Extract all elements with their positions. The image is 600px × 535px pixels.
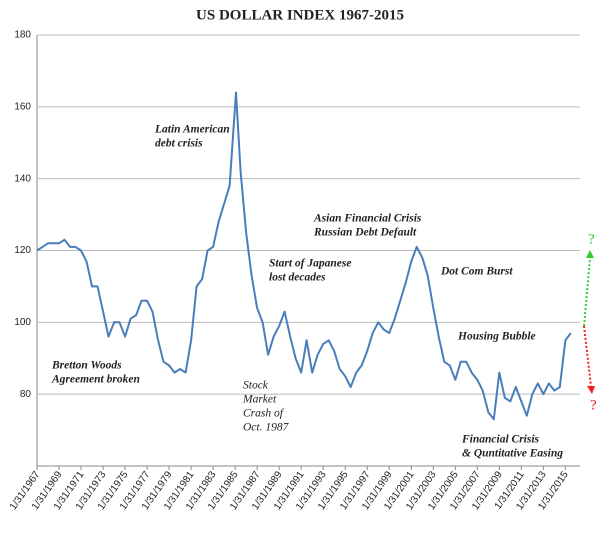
- annotation: Stock: [243, 380, 269, 392]
- annotation: Oct. 1987: [243, 422, 290, 434]
- annotation: Start of Japanese: [269, 258, 351, 270]
- annotation: Crash of: [243, 408, 285, 420]
- annotation: Latin American: [154, 124, 230, 136]
- annotation: debt crisis: [155, 138, 203, 150]
- annotation: ?: [588, 231, 595, 247]
- annotation: ?: [590, 397, 597, 413]
- annotation: & Quntitative Easing: [462, 448, 563, 460]
- annotation: lost decades: [269, 272, 326, 284]
- annotation: Russian Debt Default: [313, 227, 417, 239]
- data-line: [36, 91, 572, 421]
- up-arrowhead: [586, 250, 594, 258]
- annotation: Agreement broken: [51, 374, 140, 386]
- chart-title: US DOLLAR INDEX 1967-2015: [196, 7, 404, 23]
- annotation: Market: [242, 394, 277, 406]
- annotation: Asian Financial Crisis: [313, 213, 422, 225]
- y-tick-label: 120: [14, 245, 31, 256]
- up-arrow: [583, 257, 591, 327]
- annotation: Dot Com Burst: [440, 266, 513, 278]
- y-tick-label: 100: [14, 317, 31, 328]
- annotation: Bretton Woods: [51, 360, 122, 372]
- y-tick-label: 80: [20, 389, 32, 400]
- down-arrow: [583, 325, 592, 387]
- down-arrowhead: [587, 386, 595, 394]
- annotation: Housing Bubble: [457, 331, 536, 343]
- y-tick-label: 160: [14, 101, 31, 112]
- y-tick-label: 180: [14, 30, 31, 41]
- annotation: Financial Crisis: [461, 434, 540, 446]
- y-tick-label: 140: [14, 173, 31, 184]
